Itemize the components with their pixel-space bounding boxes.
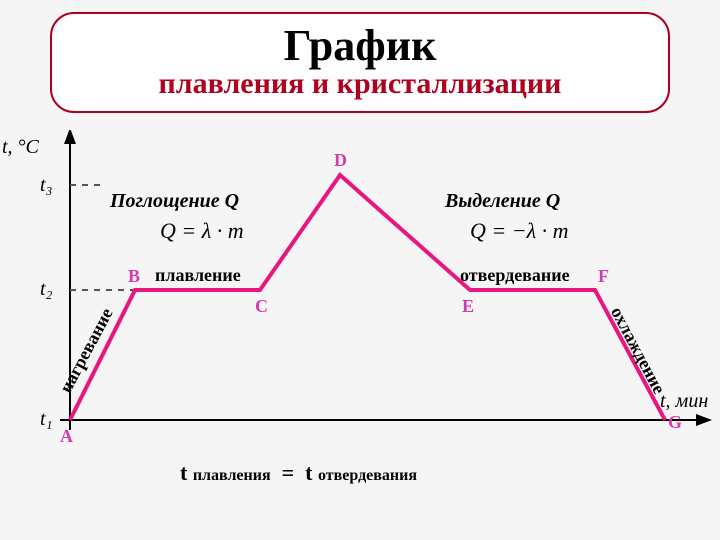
- x-axis-label: t, мин: [660, 390, 708, 413]
- t-right: t: [305, 460, 312, 485]
- process-solidifying: отвердевание: [460, 265, 570, 286]
- tick-t3: t₃: [40, 174, 53, 197]
- chart-area: t, °C t, мин t₁ t₂ t₃ Поглощение Q Q = λ…: [0, 130, 720, 530]
- title-box: График плавления и кристаллизации: [50, 12, 670, 113]
- title-sub: плавления и кристаллизации: [62, 67, 658, 101]
- pt-A: A: [60, 426, 73, 447]
- pt-D: D: [334, 150, 347, 171]
- process-melting: плавление: [155, 265, 241, 286]
- pt-C: C: [255, 296, 268, 317]
- pt-G: G: [668, 412, 682, 433]
- tick-t1: t₁: [40, 408, 53, 431]
- sub-right: отвердевания: [318, 467, 417, 484]
- pt-E: E: [462, 296, 474, 317]
- y-axis-label: t, °C: [2, 136, 39, 159]
- sub-left: плавления: [193, 467, 271, 484]
- t-left: t: [180, 460, 187, 485]
- pt-F: F: [598, 266, 609, 287]
- eq: =: [282, 460, 295, 485]
- absorb-label: Поглощение Q: [110, 190, 239, 213]
- pt-B: B: [128, 266, 140, 287]
- tick-t2: t₂: [40, 278, 53, 301]
- bottom-relation: t плавления = t отвердевания: [180, 460, 417, 486]
- absorb-formula: Q = λ · m: [160, 218, 244, 244]
- emit-formula: Q = −λ · m: [470, 218, 569, 244]
- emit-label: Выделение Q: [445, 190, 560, 213]
- title-main: График: [62, 20, 658, 71]
